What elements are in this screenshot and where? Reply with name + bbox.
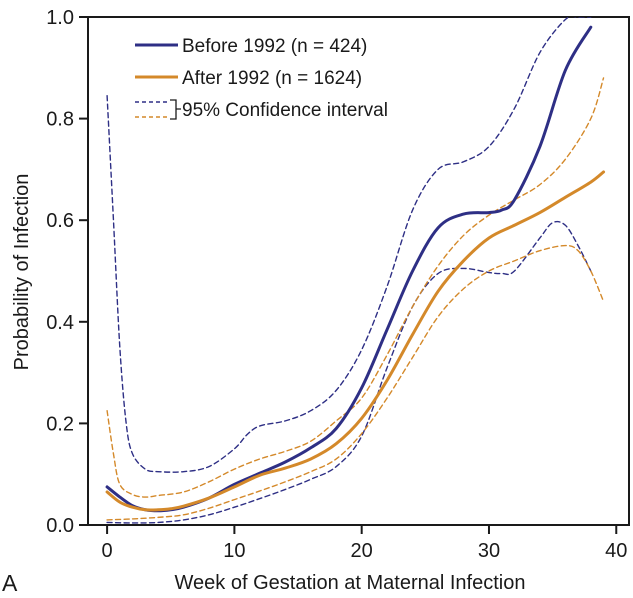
legend: Before 1992 (n = 424) After 1992 (n = 16… (135, 36, 388, 121)
y-axis: 0.0 0.2 0.4 0.6 0.8 1.0 (46, 7, 88, 537)
x-axis-label: Week of Gestation at Maternal Infection (175, 572, 526, 594)
y-tick-label: 0.2 (46, 413, 74, 435)
y-tick-label: 0.4 (46, 312, 74, 334)
x-tick-label: 30 (478, 540, 500, 562)
y-tick-label: 1.0 (46, 7, 74, 29)
series-line-after-lo (106, 244, 605, 521)
series-line-before-hi (106, 17, 592, 473)
y-tick-label: 0.0 (46, 515, 74, 537)
panel-label: A (2, 570, 18, 596)
x-tick-label: 10 (223, 540, 245, 562)
legend-label-ci: 95% Confidence interval (182, 100, 388, 121)
legend-label-before: Before 1992 (n = 424) (182, 36, 367, 57)
series-line-before-lo (106, 220, 592, 524)
legend-label-after: After 1992 (n = 1624) (182, 68, 362, 89)
plot-frame (87, 16, 630, 526)
x-tick-label: 40 (605, 540, 627, 562)
series-group (105, 17, 606, 524)
x-tick-label: 20 (351, 540, 373, 562)
y-tick-label: 0.6 (46, 210, 74, 232)
legend-ci-bracket (170, 99, 181, 120)
x-axis: 0 10 20 30 40 (102, 525, 627, 562)
plot-area (87, 16, 630, 526)
y-tick-label: 0.8 (46, 109, 74, 131)
x-tick-label: 0 (102, 540, 113, 562)
y-axis-label: Probability of Infection (11, 174, 33, 371)
series-line-after (105, 170, 606, 512)
